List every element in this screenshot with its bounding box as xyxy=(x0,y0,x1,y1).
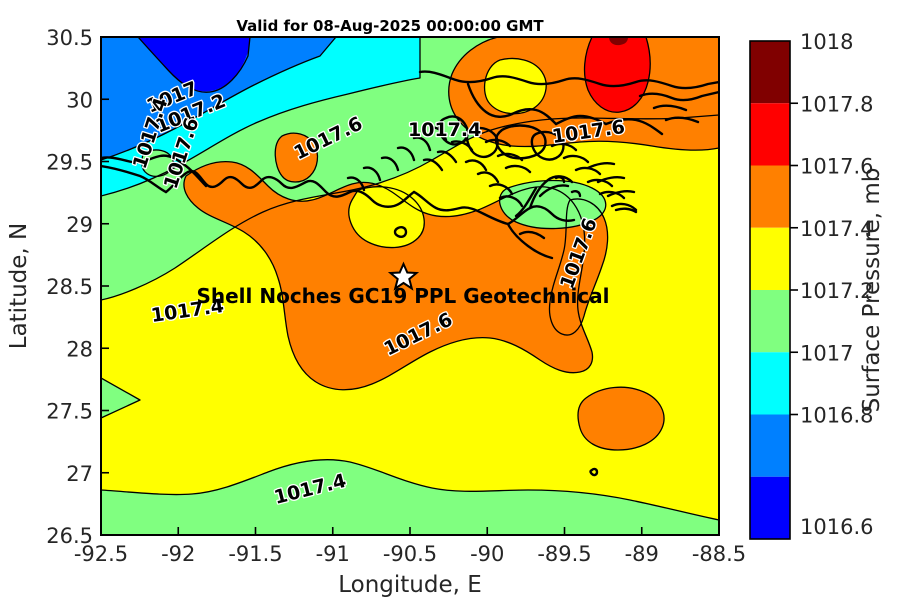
band-1017.2-1017.4-south xyxy=(101,459,719,535)
colorbar-band-1017.2-1017.4 xyxy=(750,290,790,353)
contour-label-1017-4-center: 1017.4 xyxy=(408,119,481,141)
colorbar-tick-1016.6: 1016.6 xyxy=(800,515,873,539)
colorbar-band-1017.4-1017.6 xyxy=(750,227,790,290)
x-tick-4: -90.5 xyxy=(383,542,437,566)
y-tick-4: 28.5 xyxy=(46,275,93,299)
colorbar-title: Surface Pressure, mb xyxy=(859,168,885,413)
y-tick-5: 29 xyxy=(66,213,93,237)
y-tick-3: 28 xyxy=(66,337,93,361)
green-wedge-west xyxy=(101,378,140,418)
colorbar-tick-1017.8: 1017.8 xyxy=(800,92,873,116)
band-1018-plus xyxy=(609,37,628,46)
colorbar-band-1016.8-1017 xyxy=(750,414,790,477)
x-tick-0: -92.5 xyxy=(74,542,128,566)
x-axis-title: Longitude, E xyxy=(338,572,482,598)
y-tick-6: 29.5 xyxy=(46,151,93,175)
x-tick-2: -91.5 xyxy=(228,542,282,566)
colorbar-ticks xyxy=(790,102,798,416)
x-tick-labels: -92.5 -92 -91.5 -91 -90.5 -90 -89.5 -89 … xyxy=(74,542,746,566)
x-axis xyxy=(100,527,720,535)
colorbar-band-1016.6-1016.8 xyxy=(750,476,790,539)
band-1016.8-1017 xyxy=(101,37,336,160)
x-tick-6: -89.5 xyxy=(537,542,591,566)
y-tick-1: 27 xyxy=(66,462,93,486)
colorbar-tick-1017.4: 1017.4 xyxy=(800,217,873,241)
x-tick-8: -88.5 xyxy=(692,542,746,566)
y-axis-title: Latitude, N xyxy=(6,223,32,350)
orange-right-finger xyxy=(549,198,608,336)
colorbar-tick-1017.6: 1017.6 xyxy=(800,155,873,179)
y-tick-labels: 26.5 27 27.5 28 28.5 29 29.5 30 30.5 xyxy=(46,26,93,548)
band-1017.6-1017.8-central xyxy=(183,161,593,390)
x-tick-7: -89 xyxy=(625,542,659,566)
yellow-hole-north xyxy=(484,58,547,114)
y-axis xyxy=(101,36,109,536)
y-tick-7: 30 xyxy=(66,88,93,112)
colorbar-tick-1017: 1017 xyxy=(800,341,853,365)
x-tick-1: -92 xyxy=(161,542,195,566)
colorbar-tick-labels: 1018 1017.8 1017.6 1017.4 1017.2 1017 10… xyxy=(800,30,873,539)
orange-blob-southeast xyxy=(578,387,664,450)
x-tick-3: -91 xyxy=(316,542,350,566)
colorbar-band-1017.8-1018 xyxy=(750,103,790,166)
colorbar-tick-1018: 1018 xyxy=(800,30,853,54)
colorbar-band-1018-plus xyxy=(750,41,790,104)
colorbar-band-1017.6-1017.8 xyxy=(750,165,790,228)
coastline-layer xyxy=(101,70,719,477)
colorbar-band-1017-1017.2 xyxy=(750,352,790,415)
band-1017.8-1018 xyxy=(584,37,651,113)
band-1016.6-1016.8 xyxy=(138,37,250,92)
colorbar-tick-1016.8: 1016.8 xyxy=(800,404,873,428)
x-tick-5: -90 xyxy=(470,542,504,566)
y-tick-8: 30.5 xyxy=(46,26,93,50)
orange-bump-north xyxy=(275,133,318,182)
y-tick-2: 27.5 xyxy=(46,400,93,424)
page-title: Valid for 08-Aug-2025 00:00:00 GMT xyxy=(236,17,544,35)
colorbar: 1018 1017.8 1017.6 1017.4 1017.2 1017 10… xyxy=(749,30,885,540)
site-label: Shell Noches GC19 PPL Geotechnical xyxy=(196,284,609,308)
contour-line-layer xyxy=(101,37,719,521)
colorbar-tick-1017.2: 1017.2 xyxy=(800,279,873,303)
y-tick-0: 26.5 xyxy=(46,524,93,548)
